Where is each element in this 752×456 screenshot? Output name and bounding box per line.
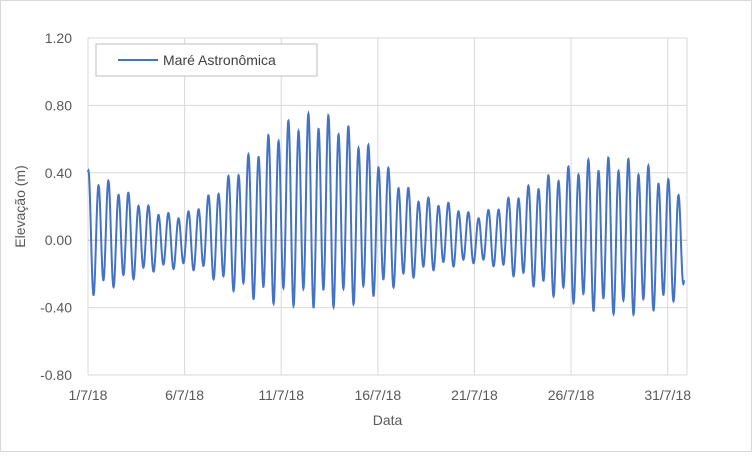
y-tick-label: -0.40 (40, 300, 72, 316)
grid-lines (87, 37, 688, 376)
x-tick-label: 11/7/18 (258, 387, 304, 403)
legend-label: Maré Astronômica (163, 52, 276, 68)
x-tick-label: 31/7/18 (644, 387, 691, 403)
x-tick-label: 6/7/18 (165, 387, 204, 403)
series-layer (87, 110, 685, 317)
legend: Maré Astronômica (95, 43, 318, 77)
y-tick-label: 0.80 (45, 97, 72, 113)
y-axis-title: Elevação (m) (12, 165, 28, 247)
x-tick-label: 26/7/18 (548, 387, 595, 403)
x-tick-label: 16/7/18 (354, 387, 401, 403)
series-line-mare-astronomica (87, 110, 685, 317)
y-tick-labels: 1.20 0.80 0.40 0.00 -0.40 -0.80 (40, 30, 72, 383)
y-tick-label: 1.20 (45, 30, 72, 46)
x-tick-label: 1/7/18 (69, 387, 108, 403)
y-tick-label: 0.40 (45, 165, 72, 181)
y-tick-label: -0.80 (40, 367, 72, 383)
y-tick-label: 0.00 (45, 232, 72, 248)
x-tick-label: 21/7/18 (451, 387, 498, 403)
x-tick-labels: 1/7/18 6/7/18 11/7/18 16/7/18 21/7/18 26/7/18… (69, 387, 692, 403)
x-axis-title: Data (373, 412, 403, 428)
